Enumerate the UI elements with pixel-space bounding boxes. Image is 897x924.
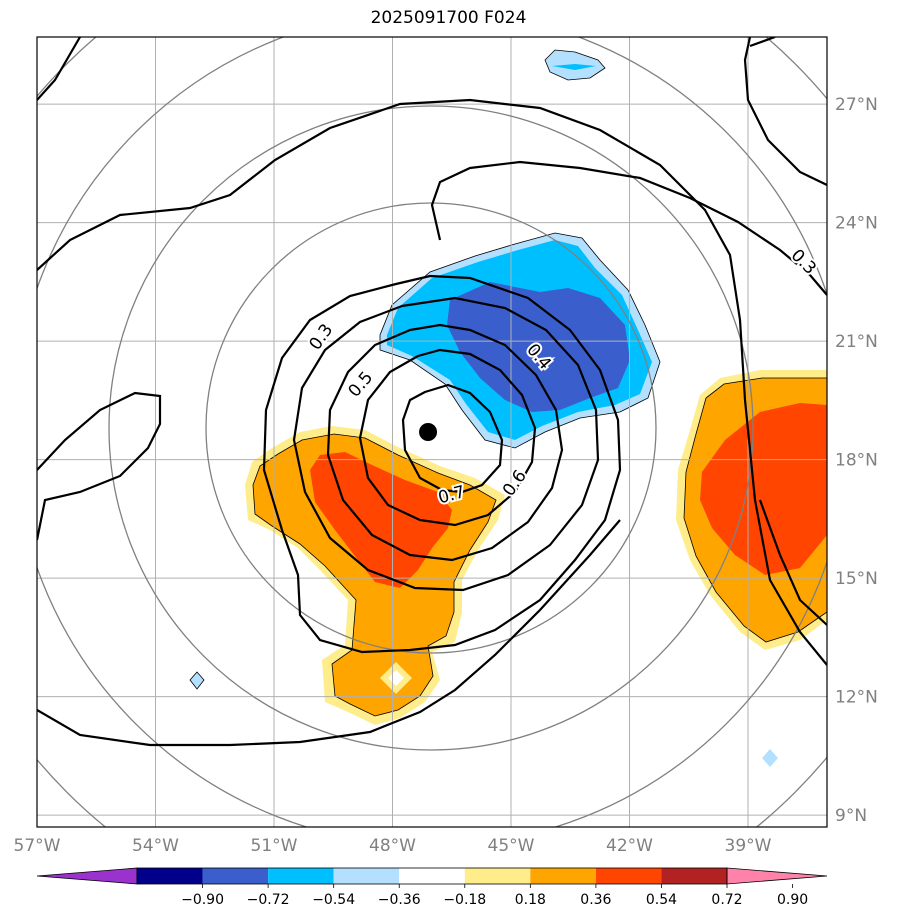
colorbar-tick-label: 0.54 (646, 892, 677, 908)
shaded-field-layer (189, 50, 827, 767)
colorbar-segment (464, 868, 531, 884)
contour-label: 0.3 (787, 246, 820, 279)
longitude-label: 39°W (725, 836, 772, 856)
contour-ne (743, 37, 827, 186)
tiny-blue-dot (189, 671, 205, 690)
longitude-labels: 57°W 54°W 51°W 48°W 45°W 42°W 39°W (14, 836, 772, 856)
colorbar-segment (137, 868, 203, 884)
longitude-label: 57°W (14, 836, 61, 856)
colorbar-tick-label: −0.90 (181, 892, 224, 908)
positive-anomaly-east-dark (700, 403, 827, 575)
latitude-label: 18°N (835, 451, 878, 471)
longitude-label: 48°W (369, 836, 416, 856)
colorbar-tick-label: −0.72 (247, 892, 290, 908)
longitude-label: 42°W (606, 836, 653, 856)
colorbar-outline (136, 867, 728, 885)
small-blue-feature-core (552, 64, 596, 70)
latitude-label: 24°N (835, 214, 878, 234)
colorbar: −0.90 −0.72 −0.54 −0.36 −0.18 0.18 0.36 0.54 0.7… (36, 867, 828, 908)
colorbar-segment (595, 868, 662, 884)
range-ring-2 (108, 105, 754, 751)
contour-outer (37, 98, 827, 666)
longitude-label: 54°W (132, 836, 179, 856)
longitude-label: 51°W (251, 836, 298, 856)
contour-layer (37, 37, 827, 747)
map-title: 2025091700 F024 (370, 8, 527, 28)
colorbar-tick-label: −0.18 (443, 892, 486, 908)
longitude-label: 45°W (488, 836, 535, 856)
colorbar-min-extension (36, 867, 138, 885)
contour-0p6 (358, 348, 537, 527)
colorbar-tick-label: 0.18 (515, 892, 546, 908)
positive-anomaly-dark (310, 452, 452, 588)
contour-label: 0.5 (345, 368, 378, 402)
colorbar-segment (530, 868, 596, 884)
latitude-label: 12°N (835, 688, 878, 708)
contour-0p4 (292, 296, 600, 592)
contour-upper-arc (430, 160, 827, 296)
contour-nw (37, 37, 81, 101)
colorbar-tick-label: −0.54 (312, 892, 355, 908)
colorbar-tick-label: −0.36 (378, 892, 421, 908)
contour-0p5 (326, 323, 564, 562)
range-ring-1 (205, 202, 657, 654)
colorbar-segment (399, 868, 465, 884)
latitude-label: 9°N (835, 806, 867, 826)
latitude-label: 15°N (835, 569, 878, 589)
map-frame (36, 36, 828, 828)
contour-label: 0.3 (305, 320, 337, 354)
latitude-label: 27°N (835, 95, 878, 115)
colorbar-segment (333, 868, 400, 884)
contour-ne-top (749, 37, 776, 48)
latitude-label: 21°N (835, 332, 878, 352)
colorbar-tick-label: 0.72 (711, 892, 742, 908)
tiny-blue-dot-2 (762, 749, 778, 767)
contour-0p7 (401, 383, 504, 494)
contour-lower (37, 519, 621, 747)
storm-center-marker (419, 423, 438, 441)
colorbar-max-extension (726, 867, 828, 885)
colorbar-tick-label: 0.36 (580, 892, 611, 908)
colorbar-segment (268, 868, 334, 884)
contour-west (37, 391, 162, 541)
contour-se (758, 499, 827, 626)
colorbar-segment (661, 868, 727, 884)
graticule (37, 37, 827, 827)
colorbar-tick-label: 0.90 (777, 892, 808, 908)
contour-0p3 (262, 274, 622, 654)
colorbar-segment (202, 868, 269, 884)
latitude-labels: 27°N 24°N 21°N 18°N 15°N 12°N 9°N (835, 95, 878, 826)
